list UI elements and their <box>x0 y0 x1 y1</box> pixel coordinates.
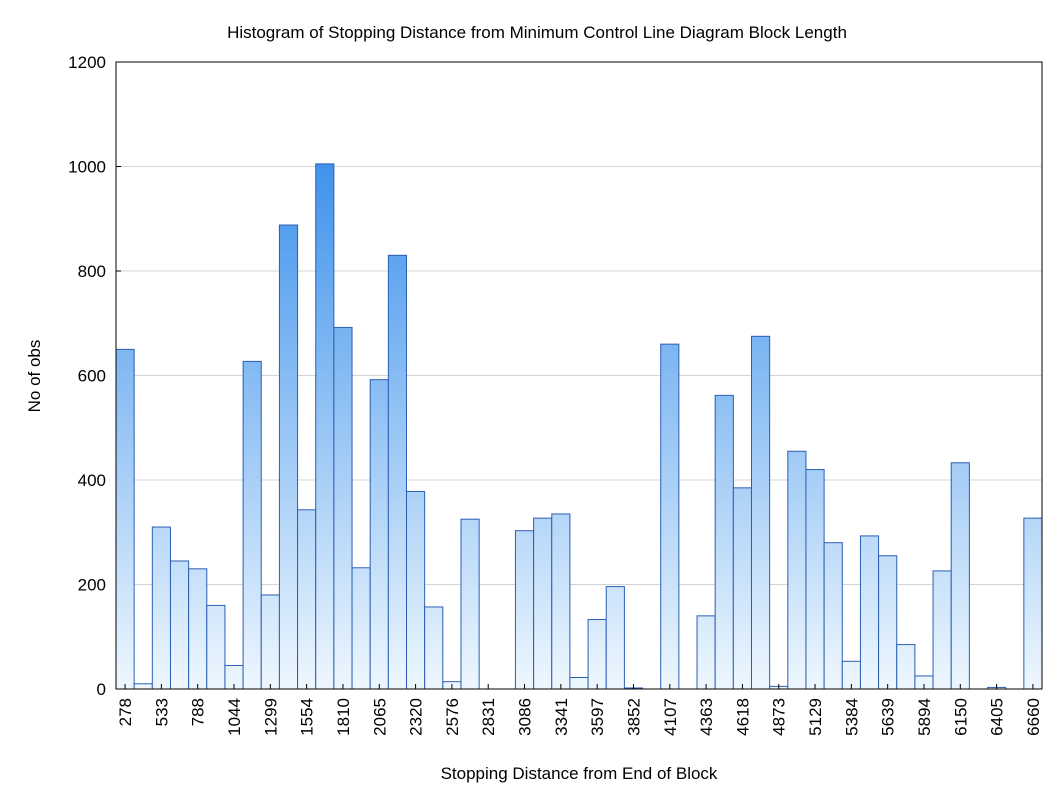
bar <box>460 518 480 690</box>
y-tick-label: 1000 <box>68 158 106 177</box>
y-tick-label: 1200 <box>68 53 106 72</box>
bar <box>696 615 716 690</box>
x-tick-label: 6150 <box>951 698 970 736</box>
bar <box>333 326 353 690</box>
bar <box>387 254 408 690</box>
bar <box>587 619 607 690</box>
bar <box>369 379 389 690</box>
bar <box>605 586 625 690</box>
y-tick-label: 200 <box>78 576 106 595</box>
bar <box>133 683 153 690</box>
x-tick-label: 2831 <box>479 698 498 736</box>
bar <box>551 513 571 690</box>
x-tick-label: 5384 <box>842 698 861 736</box>
plot-frame <box>115 61 1043 690</box>
bar <box>260 594 280 690</box>
x-tick-label: 4873 <box>770 698 789 736</box>
x-tick-label: 788 <box>189 698 208 726</box>
x-axis-title: Stopping Distance from End of Block <box>441 764 718 783</box>
y-tick-label: 600 <box>78 367 106 386</box>
x-tick-label: 5894 <box>915 698 934 736</box>
x-tick-label: 533 <box>152 698 171 726</box>
bar <box>297 509 317 690</box>
bar <box>533 517 553 690</box>
bar <box>569 677 589 690</box>
y-tick-label: 0 <box>97 680 106 699</box>
bar <box>859 535 880 690</box>
bar <box>406 490 426 690</box>
bar <box>315 163 335 690</box>
bar <box>750 335 771 690</box>
x-tick-label: 1810 <box>334 698 353 736</box>
x-tick-label: 3341 <box>552 698 571 736</box>
x-tick-label: 5639 <box>879 698 898 736</box>
bar <box>242 360 262 690</box>
x-tick-label: 1299 <box>261 698 280 736</box>
x-tick-label: 1554 <box>298 698 317 736</box>
bar <box>424 606 444 690</box>
x-tick-label: 2576 <box>443 698 462 736</box>
bar <box>787 450 807 690</box>
bar <box>151 526 171 690</box>
bar <box>188 568 208 690</box>
y-axis-title: No of obs <box>25 340 44 413</box>
bar <box>514 530 535 690</box>
x-tick-label: 5129 <box>806 698 825 736</box>
x-tick-label: 1044 <box>225 698 244 736</box>
chart-title: Histogram of Stopping Distance from Mini… <box>227 23 847 42</box>
x-tick-label: 2320 <box>407 698 426 736</box>
bar <box>278 224 299 690</box>
bar <box>805 469 825 690</box>
y-tick-label: 800 <box>78 262 106 281</box>
bar <box>878 555 898 690</box>
bar <box>896 644 916 690</box>
bar <box>950 462 970 690</box>
bar <box>714 394 734 690</box>
y-tick-label: 400 <box>78 471 106 490</box>
x-tick-label: 4107 <box>661 698 680 736</box>
bar <box>823 542 843 690</box>
x-tick-label: 6660 <box>1024 698 1043 736</box>
bar <box>169 560 190 690</box>
x-tick-label: 3852 <box>624 698 643 736</box>
x-tick-label: 6405 <box>988 698 1007 736</box>
x-tick-label: 278 <box>116 698 135 726</box>
x-tick-label: 3597 <box>588 698 607 736</box>
bar <box>351 567 371 690</box>
bar <box>1023 517 1043 690</box>
bar <box>932 570 952 690</box>
x-tick-label: 3086 <box>516 698 535 736</box>
bar <box>206 604 226 690</box>
bar <box>115 348 135 690</box>
bar <box>660 343 680 690</box>
bar <box>732 487 752 690</box>
x-tick-label: 4363 <box>697 698 716 736</box>
x-tick-label: 4618 <box>733 698 752 736</box>
x-tick-label: 2065 <box>370 698 389 736</box>
